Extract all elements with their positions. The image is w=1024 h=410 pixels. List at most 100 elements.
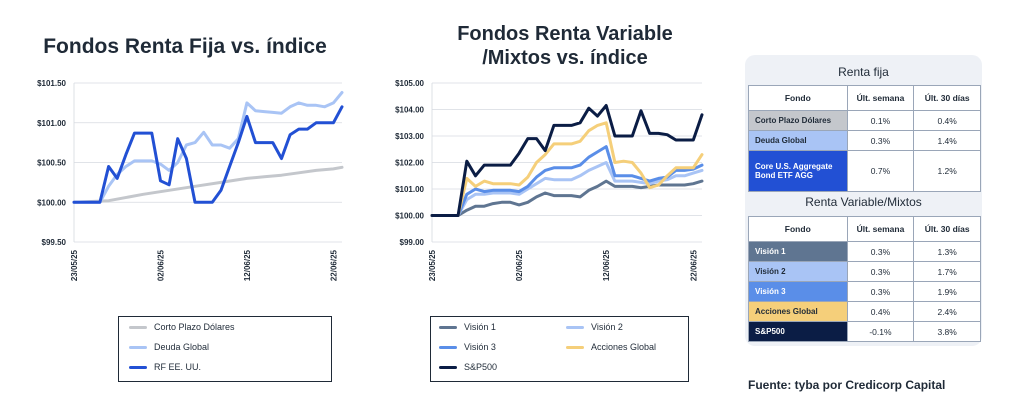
table-section-title-renta-fija: Renta fija — [838, 65, 889, 79]
legend-swatch — [566, 345, 584, 349]
fund-name-cell: S&P500 — [748, 321, 848, 342]
series-line-deuda-global — [72, 91, 344, 204]
table-renta-variable: Fondo Últ. semana Últ. 30 días Visión 1 0.3%… — [748, 216, 981, 342]
table-row: Acciones Global 0.4% 2.4% — [748, 301, 981, 322]
legend-swatch — [439, 325, 457, 329]
table-header-cell: Fondo — [748, 85, 848, 111]
weekly-return-cell: -0.1% — [846, 321, 915, 342]
chart-title-line-2: /Mixtos vs. índice — [482, 47, 648, 69]
legend-item: Visión 2 — [566, 322, 623, 332]
table-row: S&P500 -0.1% 3.8% — [748, 321, 981, 342]
monthly-return-cell: 1.4% — [913, 130, 981, 151]
monthly-return-cell: 1.3% — [913, 241, 981, 262]
legend-swatch — [439, 345, 457, 349]
monthly-return-cell: 3.8% — [913, 321, 981, 342]
legend-renta-fija: Corto Plazo Dólares Deuda Global RF EE. UU… — [118, 316, 332, 382]
table-row: Visión 3 0.3% 1.9% — [748, 281, 981, 302]
weekly-return-cell: 0.3% — [846, 130, 915, 151]
x-tick-label: 12/06/25 — [602, 249, 611, 281]
table-header-cell: Últ. 30 días — [913, 216, 981, 242]
y-tick-label: $100.50 — [37, 159, 66, 168]
series-line-visi-n-3 — [430, 145, 704, 217]
fund-name-cell: Visión 3 — [748, 281, 848, 302]
legend-label: Visión 2 — [591, 322, 623, 332]
fund-name-cell: Corto Plazo Dólares — [748, 110, 848, 131]
legend-label: Visión 1 — [464, 322, 496, 332]
legend-label: RF EE. UU. — [154, 362, 202, 372]
monthly-return-cell: 1.7% — [913, 261, 981, 282]
series-line-visi-n-1 — [430, 179, 704, 217]
y-tick-label: $100.00 — [37, 198, 66, 207]
x-tick-label: 02/06/25 — [156, 249, 165, 281]
x-tick-label: 23/05/25 — [428, 249, 437, 281]
series-line-acciones-global — [430, 121, 704, 217]
x-tick-label: 22/06/25 — [689, 249, 698, 281]
legend-item: S&P500 — [439, 362, 497, 372]
fund-name-cell: Visión 2 — [748, 261, 848, 282]
table-header-cell: Últ. 30 días — [913, 85, 981, 111]
weekly-return-cell: 0.3% — [846, 261, 915, 282]
legend-renta-variable: Visión 1 Visión 2 Visión 3 Acciones Global S… — [430, 316, 689, 382]
y-tick-label: $101.00 — [395, 185, 424, 194]
y-tick-label: $105.00 — [395, 79, 424, 88]
table-header-cell: Últ. semana — [846, 216, 915, 242]
legend-item: Visión 3 — [439, 342, 496, 352]
monthly-return-cell: 1.2% — [913, 150, 981, 192]
y-tick-label: $99.00 — [400, 238, 425, 247]
y-tick-label: $101.00 — [37, 119, 66, 128]
legend-swatch — [566, 325, 584, 329]
series-line-rf-ee-uu- — [72, 105, 344, 204]
y-tick-label: $102.00 — [395, 159, 424, 168]
series-line-visi-n-2 — [430, 161, 704, 217]
series-line-s-p500 — [430, 104, 704, 217]
legend-label: S&P500 — [464, 362, 498, 372]
legend-item: RF EE. UU. — [129, 362, 201, 372]
legend-label: Visión 3 — [464, 342, 496, 352]
x-tick-label: 12/06/25 — [243, 249, 252, 281]
weekly-return-cell: 0.3% — [846, 281, 915, 302]
x-tick-label: 23/05/25 — [70, 249, 79, 281]
chart-title-renta-variable: Fondos Renta Variable /Mixtos vs. índice — [400, 22, 730, 70]
fund-name-cell: Acciones Global — [748, 301, 848, 322]
y-tick-label: $101.50 — [37, 79, 66, 88]
legend-label: Deuda Global — [154, 342, 210, 352]
legend-item: Acciones Global — [566, 342, 656, 352]
table-header-cell: Últ. semana — [846, 85, 915, 111]
table-header-cell: Fondo — [748, 216, 848, 242]
table-row: Visión 1 0.3% 1.3% — [748, 241, 981, 262]
y-tick-label: $103.00 — [395, 132, 424, 141]
legend-swatch — [129, 345, 147, 349]
source-note: Fuente: tyba por Credicorp Capital — [748, 378, 946, 392]
legend-item: Visión 1 — [439, 322, 496, 332]
monthly-return-cell: 2.4% — [913, 301, 981, 322]
y-tick-label: $100.00 — [395, 212, 424, 221]
chart-title-renta-fija: Fondos Renta Fija vs. índice — [43, 35, 327, 58]
table-renta-fija: Fondo Últ. semana Últ. 30 días Corto Plazo … — [748, 85, 981, 192]
returns-table-panel: Renta fija Fondo Últ. semana Últ. 30 días C… — [745, 55, 982, 346]
x-tick-label: 02/06/25 — [515, 249, 524, 281]
monthly-return-cell: 1.9% — [913, 281, 981, 302]
y-tick-label: $99.50 — [42, 238, 67, 247]
fund-name-cell: Deuda Global — [748, 130, 848, 151]
weekly-return-cell: 0.4% — [846, 301, 915, 322]
legend-swatch — [129, 365, 147, 369]
legend-item: Deuda Global — [129, 342, 209, 352]
legend-item: Corto Plazo Dólares — [129, 322, 235, 332]
chart-title-line-1: Fondos Renta Variable — [457, 23, 673, 45]
renta-fija-line-chart: $99.50 $100.00 $100.50 $101.00 $101.50 23/05/… — [37, 79, 344, 281]
series-line-corto-plazo-d-lares — [72, 165, 344, 204]
table-header-row: Fondo Últ. semana Últ. 30 días — [748, 216, 981, 242]
table-row: Core U.S. Aggregate Bond ETF AGG 0.7% 1.2% — [748, 150, 981, 192]
weekly-return-cell: 0.7% — [846, 150, 915, 192]
table-header-row: Fondo Últ. semana Últ. 30 días — [748, 85, 981, 111]
table-row: Deuda Global 0.3% 1.4% — [748, 130, 981, 151]
legend-label: Corto Plazo Dólares — [154, 322, 235, 332]
table-row: Corto Plazo Dólares 0.1% 0.4% — [748, 110, 981, 131]
legend-swatch — [129, 325, 147, 329]
fund-name-cell: Visión 1 — [748, 241, 848, 262]
table-row: Visión 2 0.3% 1.7% — [748, 261, 981, 282]
y-tick-label: $104.00 — [395, 106, 424, 115]
renta-variable-line-chart: $99.00 $100.00 $101.00 $102.00 $103.00 $104.0… — [395, 79, 704, 281]
table-section-title-renta-variable: Renta Variable/Mixtos — [805, 195, 922, 209]
fund-name-cell: Core U.S. Aggregate Bond ETF AGG — [748, 150, 848, 192]
